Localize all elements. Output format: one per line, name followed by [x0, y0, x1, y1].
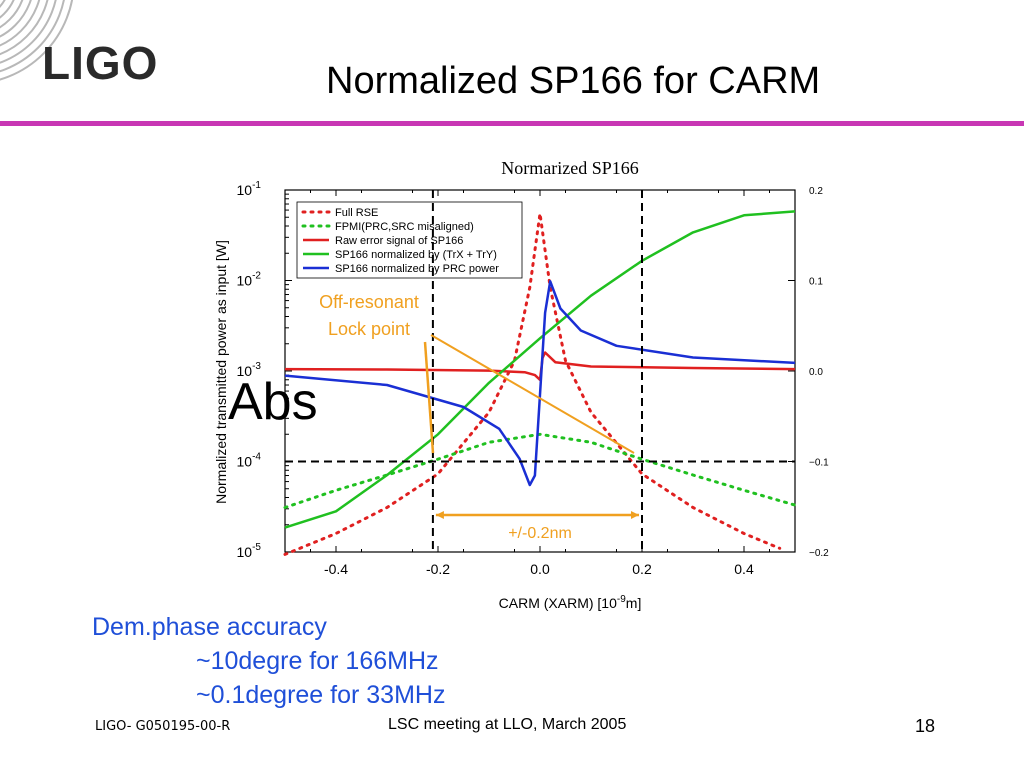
- x-axis-label-unit: m]: [626, 595, 642, 611]
- legend-item: FPMI(PRC,SRC misaligned): [335, 221, 474, 233]
- lock-pointer: [423, 341, 435, 454]
- series-line: [284, 210, 796, 529]
- range-label: +/-0.2nm: [508, 525, 572, 542]
- title-divider: [0, 121, 1024, 126]
- page-title: Normalized SP166 for CARM: [326, 60, 821, 102]
- series-line: [284, 280, 796, 487]
- annotations: Off-resonant Lock point +/-0.2nm: [285, 190, 795, 552]
- x-tick-label: 0.2: [632, 561, 652, 577]
- chart: Normarized SP166 -0.4 -0.2 0.0 0.2 0.4 10-1 10…: [213, 158, 830, 611]
- y-tick-label: 10-5: [237, 542, 262, 560]
- y-tick-label: 10-1: [237, 180, 262, 198]
- footer-doc-id: LIGO- G050195-00-R: [95, 719, 231, 734]
- x-axis-label-exp: -9: [617, 594, 626, 605]
- x-tick-label: -0.2: [426, 561, 450, 577]
- off-resonant-label: Off-resonant: [319, 292, 419, 312]
- notes: Dem.phase accuracy ~10degre for 166MHz ~…: [92, 610, 445, 712]
- x-axis-label-base: CARM (XARM) [10: [499, 595, 617, 611]
- range-arrowhead: [631, 511, 639, 519]
- legend: Full RSE FPMI(PRC,SRC misaligned) Raw erro…: [296, 201, 523, 279]
- note-line: ~10degre for 166MHz: [196, 647, 439, 675]
- x-axis-label: CARM (XARM) [10-9m]: [499, 594, 642, 611]
- lock-point-label: Lock point: [328, 319, 410, 339]
- y-tick-label: 10-3: [237, 361, 262, 379]
- axes: -0.4 -0.2 0.0 0.2 0.4 10-1 10-2 10-3 10-4 10-5 0.2…: [237, 180, 830, 577]
- series-line: [283, 432, 797, 509]
- note-line: Dem.phase accuracy: [92, 613, 327, 641]
- x-tick-label: 0.0: [530, 561, 550, 577]
- slide-number: 18: [915, 716, 936, 736]
- legend-item: Full RSE: [335, 207, 378, 219]
- y2-tick-label: 0.1: [809, 277, 823, 288]
- legend-item: Raw error signal of SP166: [335, 235, 463, 247]
- legend-box: [296, 201, 523, 279]
- y2-tick-label: −0.2: [809, 548, 829, 559]
- x-tick-label: -0.4: [324, 561, 348, 577]
- chart-title: Normarized SP166: [501, 158, 638, 178]
- lock-pointer: [430, 334, 635, 454]
- range-arrowhead: [435, 511, 444, 519]
- y-tick-label: 10-2: [237, 271, 262, 289]
- y2-tick-label: 0.0: [809, 367, 823, 378]
- legend-item: SP166 normalized by (TrX + TrY): [335, 249, 497, 261]
- ligo-logo: LIGO: [42, 37, 159, 89]
- y2-tick-label: −0.1: [809, 458, 829, 469]
- legend-item: SP166 normalized by PRC power: [335, 263, 499, 275]
- series-layer: [283, 210, 797, 556]
- y-tick-label: 10-4: [237, 452, 262, 470]
- abs-label: Abs: [228, 373, 318, 431]
- y2-tick-label: 0.2: [809, 186, 823, 197]
- note-line: ~0.1degree for 33MHz: [196, 681, 446, 709]
- footer-meeting: LSC meeting at LLO, March 2005: [388, 716, 627, 733]
- y-axis-label: Normalized transmitted power as input [W…: [213, 240, 229, 504]
- x-tick-label: 0.4: [734, 561, 754, 577]
